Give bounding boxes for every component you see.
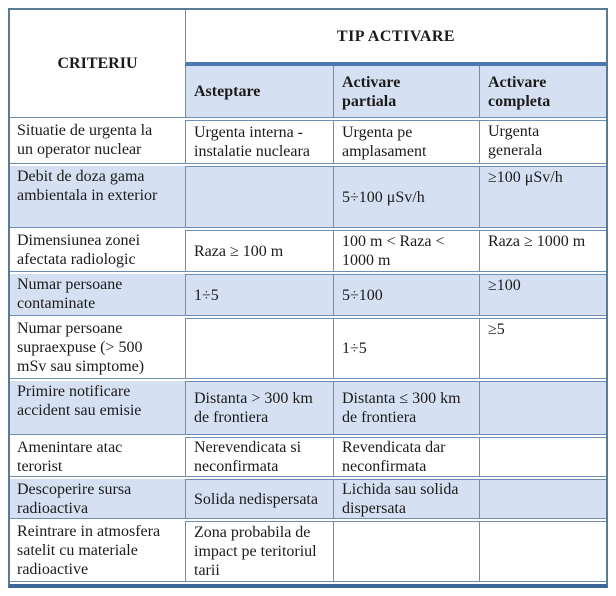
table-cell: Raza ≥ 1000 m [479, 230, 606, 272]
column-header-criteriu: CRITERIU [10, 10, 185, 118]
table-cell [479, 437, 606, 477]
table-cell: Descoperire sursa radioactiva [10, 479, 185, 519]
table-cell: Urgenta generala [479, 120, 606, 164]
table-cell [333, 521, 479, 582]
table-cell: 1÷5 [185, 274, 333, 316]
table-cell: Debit de doza gama ambientala in exterio… [10, 166, 185, 228]
table-cell: Zona probabila de impact pe teritoriul t… [185, 521, 333, 582]
table-cell: Numar persoane supraexpuse (> 500 mSv sa… [10, 318, 185, 379]
table-cell: Dimensiunea zonei afectata radiologic [10, 230, 185, 272]
table-body: Situatie de urgenta la un operator nucle… [10, 118, 606, 584]
table-cell: 100 m < Raza < 1000 m [333, 230, 479, 272]
table-cell: Distanta > 300 km de frontiera [185, 381, 333, 435]
table-cell [479, 521, 606, 582]
column-header-asteptare: Asteptare [185, 66, 333, 118]
table-cell: Revendicata dar neconfirmata [333, 437, 479, 477]
table-cell: 1÷5 [333, 318, 479, 379]
table-cell: Nerevendicata si neconfirmata [185, 437, 333, 477]
activation-criteria-table: CRITERIU TIP ACTIVARE Asteptare Activare… [8, 8, 608, 588]
table-cell [185, 166, 333, 228]
table-cell: 5÷100 [333, 274, 479, 316]
column-header-activare-completa: Activare completa [479, 66, 606, 118]
table-cell: Numar persoane contaminate [10, 274, 185, 316]
table-cell: Reintrare in atmosfera satelit cu materi… [10, 521, 185, 582]
table-cell: ≥100 μSv/h [479, 166, 606, 228]
table-cell: ≥100 [479, 274, 606, 316]
table-cell: Raza ≥ 100 m [185, 230, 333, 272]
table-cell [185, 318, 333, 379]
table-cell: Primire notificare accident sau emisie [10, 381, 185, 435]
table-cell: Amenintare atac terorist [10, 437, 185, 477]
column-header-activare-partiala: Activare partiala [333, 66, 479, 118]
table-cell: 5÷100 μSv/h [333, 166, 479, 228]
table-cell: Solida nedispersata [185, 479, 333, 519]
table-cell: Situatie de urgenta la un operator nucle… [10, 120, 185, 164]
table-cell [479, 381, 606, 435]
table-cell: Urgenta interna - instalatie nucleara [185, 120, 333, 164]
table-header: CRITERIU TIP ACTIVARE Asteptare Activare… [10, 10, 606, 118]
table-cell: Lichida sau solida dispersata [333, 479, 479, 519]
table-cell: Urgenta pe amplasament [333, 120, 479, 164]
table-title-tip-activare: TIP ACTIVARE [185, 10, 606, 66]
table-cell: ≥5 [479, 318, 606, 379]
table-cell [479, 479, 606, 519]
table-cell: Distanta ≤ 300 km de frontiera [333, 381, 479, 435]
